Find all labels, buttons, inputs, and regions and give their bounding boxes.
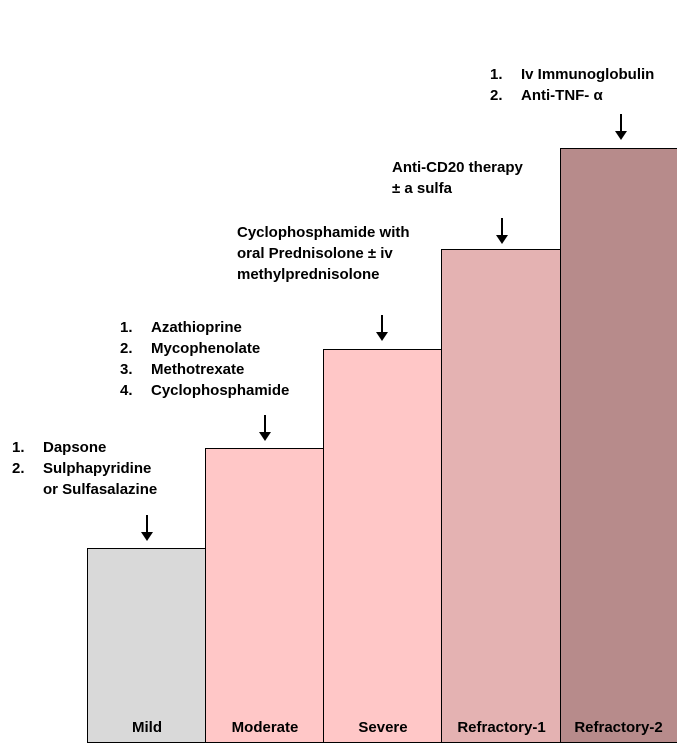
text-line: Anti-CD20 therapy [392, 159, 523, 176]
step-refractory-2: Refractory-2 [560, 148, 677, 743]
list-item: 1. Dapsone [12, 437, 157, 458]
step-label-moderate: Moderate [231, 719, 299, 736]
treatment-list-refractory-2: 1. Iv Immunoglobulin 2. Anti-TNF- α [490, 64, 654, 106]
arrow-down-icon [615, 114, 627, 140]
item-number: 1. [12, 439, 25, 456]
item-number: 2. [12, 460, 25, 477]
step-label-refractory-2: Refractory-2 [574, 719, 663, 736]
step-label-refractory-1: Refractory-1 [457, 719, 546, 736]
item-number: 3. [120, 361, 133, 378]
step-mild: Mild [87, 548, 207, 743]
step-label-severe: Severe [358, 719, 408, 736]
arrow-down-icon [496, 218, 508, 244]
text-line: methylprednisolone [237, 266, 380, 283]
item-text: Azathioprine [151, 319, 242, 336]
arrow-down-icon [141, 515, 153, 541]
item-number: 1. [120, 319, 133, 336]
list-item: 2. Mycophenolate [120, 338, 289, 359]
text-line: Cyclophosphamide with [237, 224, 410, 241]
arrow-down-icon [259, 415, 271, 441]
treatment-list-mild: 1. Dapsone 2. Sulphapyridine or Sulfasal… [12, 437, 157, 500]
step-moderate: Moderate [205, 448, 325, 743]
item-text: Dapsone [43, 439, 107, 456]
arrow-down-icon [376, 315, 388, 341]
item-number: 1. [490, 66, 503, 83]
step-label-mild: Mild [132, 719, 162, 736]
list-item: 3. Methotrexate [120, 359, 289, 380]
item-text: Mycophenolate [151, 340, 261, 357]
step-refractory-1: Refractory-1 [441, 249, 562, 743]
item-text: Iv Immunoglobulin [521, 66, 655, 83]
item-number: 2. [120, 340, 133, 357]
list-item: 1. Iv Immunoglobulin [490, 64, 654, 85]
item-text: Sulphapyridine [43, 460, 152, 477]
treatment-text-severe: Cyclophosphamide with oral Prednisolone … [237, 222, 410, 285]
item-text: Methotrexate [151, 361, 245, 378]
item-number: 2. [490, 87, 503, 104]
step-severe: Severe [323, 349, 443, 743]
item-text: Anti-TNF- α [521, 87, 603, 104]
treatment-text-refractory-1: Anti-CD20 therapy ± a sulfa [392, 157, 552, 199]
text-line: ± a sulfa [392, 180, 452, 197]
item-number: 4. [120, 382, 133, 399]
list-item: 2. Sulphapyridine or Sulfasalazine [12, 458, 157, 500]
list-item: 4. Cyclophosphamide [120, 380, 289, 401]
text-line: oral Prednisolone ± iv [237, 245, 393, 262]
item-text: Cyclophosphamide [151, 382, 290, 399]
list-item: 1. Azathioprine [120, 317, 289, 338]
treatment-list-moderate: 1. Azathioprine 2. Mycophenolate 3. Meth… [120, 317, 289, 401]
list-item: 2. Anti-TNF- α [490, 85, 654, 106]
item-text-continued: or Sulfasalazine [43, 481, 158, 498]
